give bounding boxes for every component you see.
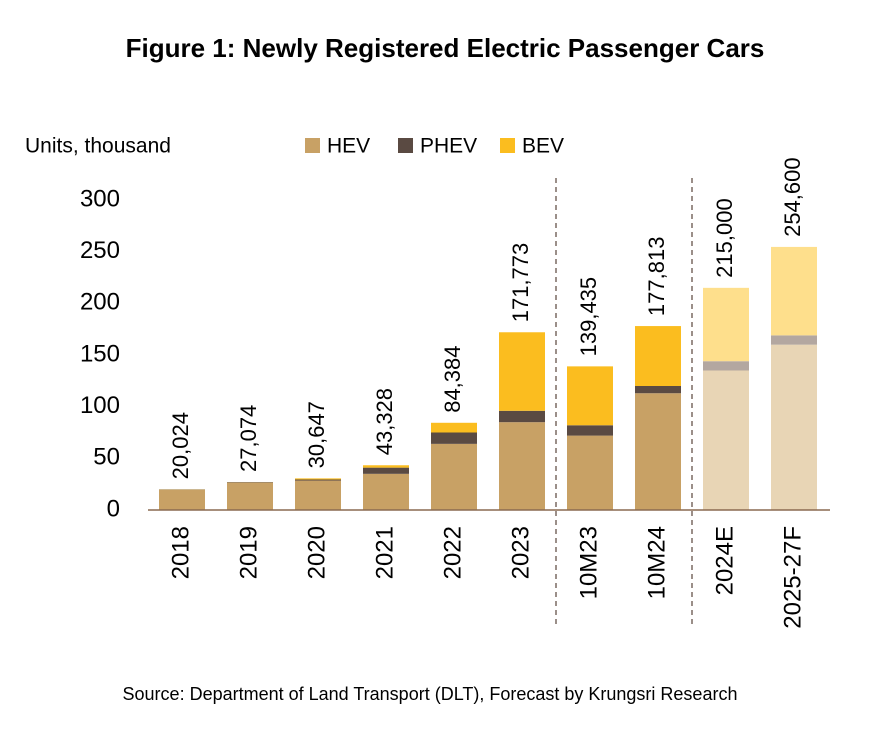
x-tick-label: 2018: [167, 526, 194, 579]
total-label: 215,000: [712, 198, 737, 278]
bar-segment: [567, 435, 613, 510]
bar-segment: [363, 473, 409, 510]
x-tick-label: 10M24: [643, 526, 670, 599]
y-tick-label: 200: [80, 289, 120, 316]
legend-swatch: [398, 138, 413, 153]
legend-label: HEV: [327, 135, 370, 158]
chart-title: Figure 1: Newly Registered Electric Pass…: [126, 33, 765, 63]
x-tick-label: 2024E: [711, 526, 738, 595]
bar-segment: [295, 479, 341, 481]
bar-segment: [431, 432, 477, 444]
total-label: 20,024: [168, 412, 193, 479]
bar-segment: [227, 482, 273, 510]
bar-segment: [295, 478, 341, 480]
total-label: 27,074: [236, 405, 261, 472]
x-tick-label: 2020: [303, 526, 330, 579]
bar-segment: [635, 393, 681, 510]
bar-segment: [703, 361, 749, 371]
bar-segment: [227, 482, 273, 483]
x-tick-label: 2023: [507, 526, 534, 579]
legend-swatch: [305, 138, 320, 153]
y-tick-label: 150: [80, 340, 120, 367]
bar-segment: [703, 370, 749, 510]
y-tick-label: 100: [80, 392, 120, 419]
y-tick-label: 0: [107, 495, 120, 522]
total-label: 254,600: [780, 157, 805, 237]
bar-segment: [567, 366, 613, 426]
y-tick-label: 300: [80, 185, 120, 212]
bar-segment: [363, 465, 409, 468]
legend-label: PHEV: [420, 135, 477, 158]
total-label: 43,328: [372, 388, 397, 455]
bar-segment: [499, 410, 545, 423]
total-label: 177,813: [644, 237, 669, 317]
bar-segment: [635, 326, 681, 386]
legend-swatch: [500, 138, 515, 153]
legend-label: BEV: [522, 135, 564, 158]
total-label: 139,435: [576, 277, 601, 357]
x-tick-label: 10M23: [575, 526, 602, 599]
bar-segment: [295, 480, 341, 510]
bar-segment: [567, 425, 613, 436]
bar-segment: [431, 443, 477, 510]
total-label: 30,647: [304, 401, 329, 468]
total-label: 84,384: [440, 345, 465, 412]
bar-segment: [771, 246, 817, 336]
bar-segment: [431, 422, 477, 433]
x-tick-label: 2022: [439, 526, 466, 579]
bar-segment: [159, 489, 205, 510]
y-tick-label: 250: [80, 237, 120, 264]
bar-segment: [771, 344, 817, 510]
bar-segment: [635, 386, 681, 394]
x-tick-label: 2025-27F: [779, 526, 806, 629]
bar-segment: [703, 287, 749, 362]
x-tick-label: 2019: [235, 526, 262, 579]
y-tick-label: 50: [93, 444, 120, 471]
source: Source: Department of Land Transport (DL…: [123, 684, 738, 704]
x-tick-label: 2021: [371, 526, 398, 579]
total-label: 171,773: [508, 243, 533, 323]
bar-segment: [363, 467, 409, 474]
y-axis-label: Units, thousand: [25, 135, 171, 158]
bar-segment: [499, 422, 545, 510]
bar-segment: [499, 332, 545, 411]
bar-segment: [771, 335, 817, 345]
